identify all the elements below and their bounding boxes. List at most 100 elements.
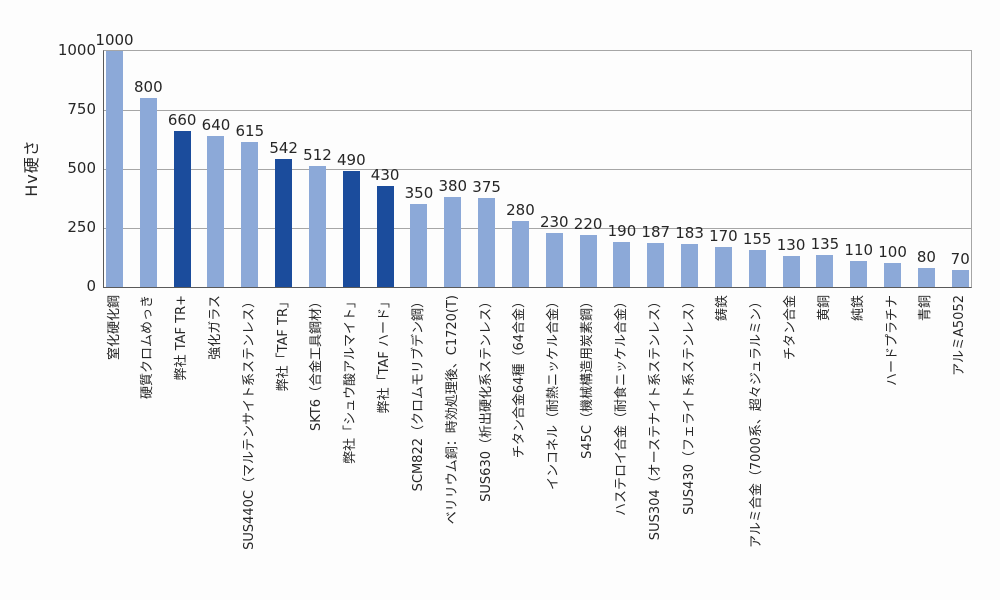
bar-value-label: 1000 [95, 30, 134, 49]
bar [782, 256, 800, 287]
bar-column: 615 SUS440C（マルテンサイト系ステンレス） [235, 51, 264, 549]
bar-column: 80 青銅 [916, 51, 936, 321]
y-tick-label-500: 500 [67, 159, 96, 177]
bar [308, 166, 326, 287]
bar-column: 220 S45C（機械構造用炭素鋼） [574, 51, 603, 458]
gridline-250 [104, 228, 971, 229]
bar [241, 142, 259, 287]
bar-value-label: 230 [539, 212, 569, 231]
category-label: チタン合金64種（64合金） [512, 295, 528, 459]
category-label: SKT6（合金工具鋼材） [309, 295, 325, 431]
bar [951, 270, 969, 287]
bar-value-label: 130 [776, 235, 806, 254]
y-axis-tick-labels: 0 250 500 750 1000 [0, 41, 96, 295]
bar [139, 98, 157, 287]
bar-value-label: 375 [472, 177, 501, 196]
bar-column: 170 鋳鉄 [709, 51, 738, 321]
category-label: SUS630（析出硬化系ステンレス） [478, 295, 494, 502]
bar-highlighted [342, 171, 360, 287]
gridline-750 [104, 110, 971, 111]
category-label: S45C（機械構造用炭素鋼） [580, 295, 596, 459]
bar-column: 130 チタン合金 [777, 51, 806, 360]
category-label: 窒化硬化鋼 [106, 295, 122, 361]
y-tick-label-0: 0 [86, 277, 96, 295]
bar [714, 247, 732, 287]
category-label: 弊社「TAF TR」 [275, 295, 291, 392]
category-label: 鋳鉄 [715, 295, 731, 322]
bar [884, 263, 902, 287]
bar-column: 100 ハードプラチナ [878, 51, 907, 386]
category-label: 純鉄 [850, 295, 866, 322]
bar [748, 250, 766, 287]
bar [681, 244, 699, 287]
bar-column: 660 弊社 TAF TR+ [168, 51, 197, 380]
bar [545, 233, 563, 287]
bar [106, 51, 123, 287]
bar-value-label: 280 [506, 200, 535, 219]
y-tick-label-250: 250 [67, 218, 96, 236]
category-label: 弊社「シュウ酸アルマイト」 [343, 295, 359, 464]
bar-column: 800 硬質クロムめっき [134, 51, 163, 399]
bar-value-label: 190 [607, 221, 637, 240]
category-label: チタン合金 [783, 295, 799, 361]
bar [410, 204, 428, 287]
bar-value-label: 170 [709, 226, 738, 245]
bar-value-label: 430 [370, 165, 400, 184]
bar-highlighted [275, 159, 293, 287]
category-label: 硬質クロムめっき [140, 295, 156, 400]
bar-value-label: 512 [303, 145, 332, 164]
category-label: SUS430（フェライト系ステンレス） [681, 295, 697, 515]
category-label: ベリリウム銅：時効処理後、C1720(T) [444, 295, 460, 525]
bar-value-label: 640 [201, 115, 231, 134]
bar [579, 235, 597, 287]
category-label: ハステロイ合金（耐食ニッケル合金） [613, 295, 629, 517]
y-tick-label-1000: 1000 [57, 41, 96, 59]
category-label: 強化ガラス [207, 295, 223, 360]
bar-column: 350 SCM822（クロムモリブデン鋼） [405, 51, 434, 491]
bar-value-label: 155 [742, 229, 772, 248]
bar-column: 155 アルミ合金（7000系、超々ジュラルミン） [743, 51, 772, 548]
bar [207, 136, 225, 287]
category-label: アルミ合金（7000系、超々ジュラルミン） [749, 295, 765, 549]
bar-column: 430 弊社「TAF ハード」 [371, 51, 400, 413]
category-label: 弊社 TAF TR+ [174, 295, 190, 381]
plot-area: 1000 窒化硬化鋼 800 硬質クロムめっき 660 弊社 TAF TR+ 640 強化ガラ… [95, 31, 972, 550]
bar-column: 70 アルミA5052 [950, 51, 970, 375]
bar-value-label: 110 [844, 240, 874, 259]
bar-column: 380 ベリリウム銅：時効処理後、C1720(T) [438, 51, 467, 524]
bar-value-label: 80 [916, 247, 936, 266]
bar [444, 197, 462, 287]
bar-value-label: 350 [404, 183, 434, 202]
category-label: SUS440C（マルテンサイト系ステンレス） [241, 295, 257, 550]
category-label: SCM822（クロムモリブデン鋼） [410, 295, 426, 492]
category-label: アルミA5052 [952, 295, 968, 376]
bar-column: 1000 窒化硬化鋼 [95, 31, 133, 360]
bar-column: 542 弊社「TAF TR」 [269, 51, 298, 391]
category-label: ハードプラチナ [884, 295, 900, 387]
bar-value-label: 220 [573, 214, 603, 233]
bar-column: 490 弊社「シュウ酸アルマイト」 [337, 51, 366, 463]
bar [647, 243, 665, 287]
category-label: SUS304（オーステナイト系ステンレス） [647, 295, 663, 541]
bar-column: 187 SUS304（オーステナイト系ステンレス） [641, 51, 670, 540]
bar [850, 261, 868, 287]
bar-column: 512 SKT6（合金工具鋼材） [303, 51, 332, 430]
bar-column: 280 チタン合金64種（64合金） [506, 51, 535, 458]
bar-value-label: 70 [950, 249, 970, 268]
bar-value-label: 187 [641, 222, 671, 241]
bar [917, 268, 935, 287]
bar-value-label: 490 [336, 150, 366, 169]
bar-column: 110 純鉄 [844, 51, 873, 321]
category-label: 弊社「TAF ハード」 [377, 295, 393, 414]
bar-value-label: 800 [134, 77, 163, 96]
bar [613, 242, 631, 287]
bar [511, 221, 529, 287]
category-label: 黄銅 [816, 295, 832, 322]
bar-column: 183 SUS430（フェライト系ステンレス） [675, 51, 704, 514]
bar-value-label: 100 [878, 242, 907, 261]
bar-column: 640 強化ガラス [202, 51, 231, 359]
bar [478, 198, 496, 287]
bar-column: 375 SUS630（析出硬化系ステンレス） [472, 51, 501, 501]
bar-column: 230 インコネル（耐熱ニッケル合金） [540, 51, 569, 490]
